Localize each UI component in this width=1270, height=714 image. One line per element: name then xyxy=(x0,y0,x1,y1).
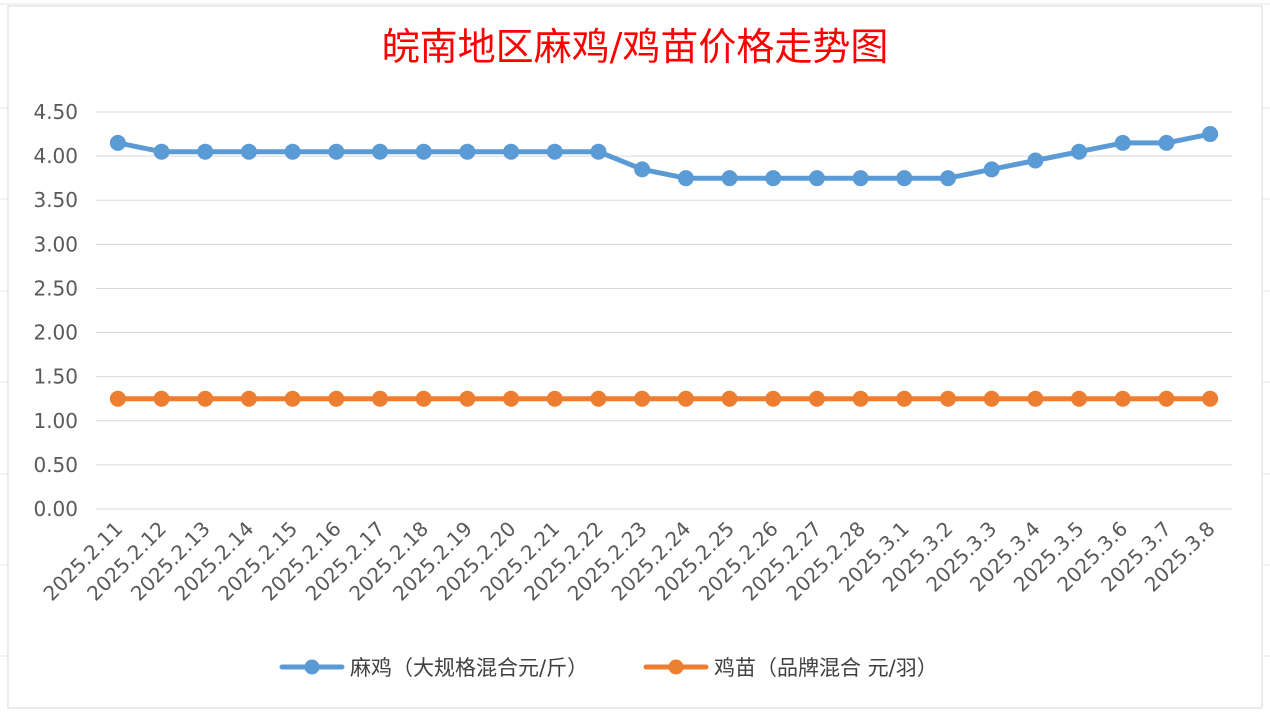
series-1-point xyxy=(852,170,869,187)
series-2-point xyxy=(372,390,388,407)
y-tick-label: 3.50 xyxy=(33,188,78,212)
series-2-point xyxy=(940,390,956,407)
y-tick-label: 2.00 xyxy=(33,321,78,345)
series-1-point xyxy=(459,143,476,160)
series-2-point xyxy=(1071,390,1088,407)
series-2-point xyxy=(546,390,563,407)
series-2-point xyxy=(1202,390,1219,407)
series-1-point xyxy=(896,170,913,187)
series-2-point xyxy=(459,390,476,407)
series-2-point xyxy=(109,390,126,407)
series-1-point xyxy=(1027,152,1044,169)
y-tick-label: 0.00 xyxy=(33,497,78,521)
series-2-point xyxy=(1027,390,1044,407)
series-2-point xyxy=(1114,390,1131,407)
series-1-point xyxy=(634,161,651,178)
series-1-point xyxy=(590,143,607,160)
y-tick-label: 4.50 xyxy=(33,100,78,124)
series-2-point xyxy=(197,390,214,407)
series-2-point xyxy=(1158,390,1175,407)
series-2-point xyxy=(677,390,694,407)
series-1-point xyxy=(415,143,432,160)
series-2-point xyxy=(808,390,825,407)
series-2-point xyxy=(721,390,738,407)
series-2-point xyxy=(590,390,607,407)
legend: 麻鸡（大规格混合元/斤） 鸡苗（品牌混合 元/羽） xyxy=(279,656,938,680)
series-1-point xyxy=(1114,134,1131,151)
series-2-point xyxy=(153,390,170,407)
series-1-point xyxy=(1202,126,1219,143)
series-1-point xyxy=(765,170,782,187)
legend-label-2: 鸡苗（品牌混合 元/羽） xyxy=(714,656,938,680)
gridlines xyxy=(96,111,1232,510)
series-1-point xyxy=(153,143,170,160)
series-2-point xyxy=(765,390,782,407)
legend-marker-2 xyxy=(668,659,684,675)
y-tick-label: 4.00 xyxy=(33,144,78,168)
y-tick-label: 2.50 xyxy=(33,276,78,300)
series-2-point xyxy=(415,390,432,407)
series-2-point xyxy=(503,390,520,407)
chart-area-border xyxy=(7,5,1263,709)
series-1-point xyxy=(721,170,738,187)
series-1-point xyxy=(372,143,388,160)
series-1-point xyxy=(197,143,214,160)
y-axis-ticks: 0.00 0.50 1.00 1.50 2.00 2.50 3.00 3.50 4.00 4.50 xyxy=(33,100,78,521)
series-2-point xyxy=(634,390,651,407)
series-1-point xyxy=(808,170,825,187)
series-lines xyxy=(109,126,1219,407)
chart-title: 皖南地区麻鸡/鸡苗价格走势图 xyxy=(382,25,889,69)
series-1-point xyxy=(1071,143,1088,160)
y-tick-label: 1.50 xyxy=(33,365,78,389)
series-2-point xyxy=(328,390,345,407)
y-tick-label: 3.00 xyxy=(33,232,78,256)
series-1-point xyxy=(677,170,694,187)
series-1-point xyxy=(284,143,301,160)
series-2-point xyxy=(852,390,869,407)
series-2-point xyxy=(284,390,301,407)
series-1-point xyxy=(503,143,520,160)
series-1-point xyxy=(940,170,956,187)
y-tick-label: 0.50 xyxy=(33,453,78,477)
legend-marker-1 xyxy=(304,659,320,675)
series-1-point xyxy=(109,134,126,151)
series-1-point xyxy=(1158,134,1175,151)
series-2-point xyxy=(240,390,257,407)
series-1-point xyxy=(328,143,345,160)
series-1-point xyxy=(983,161,1000,178)
series-1-point xyxy=(546,143,563,160)
y-tick-label: 1.00 xyxy=(33,409,78,433)
series-2-point xyxy=(896,390,913,407)
legend-label-1: 麻鸡（大规格混合元/斤） xyxy=(350,656,588,680)
series-1-point xyxy=(240,143,257,160)
series-2-point xyxy=(983,390,1000,407)
